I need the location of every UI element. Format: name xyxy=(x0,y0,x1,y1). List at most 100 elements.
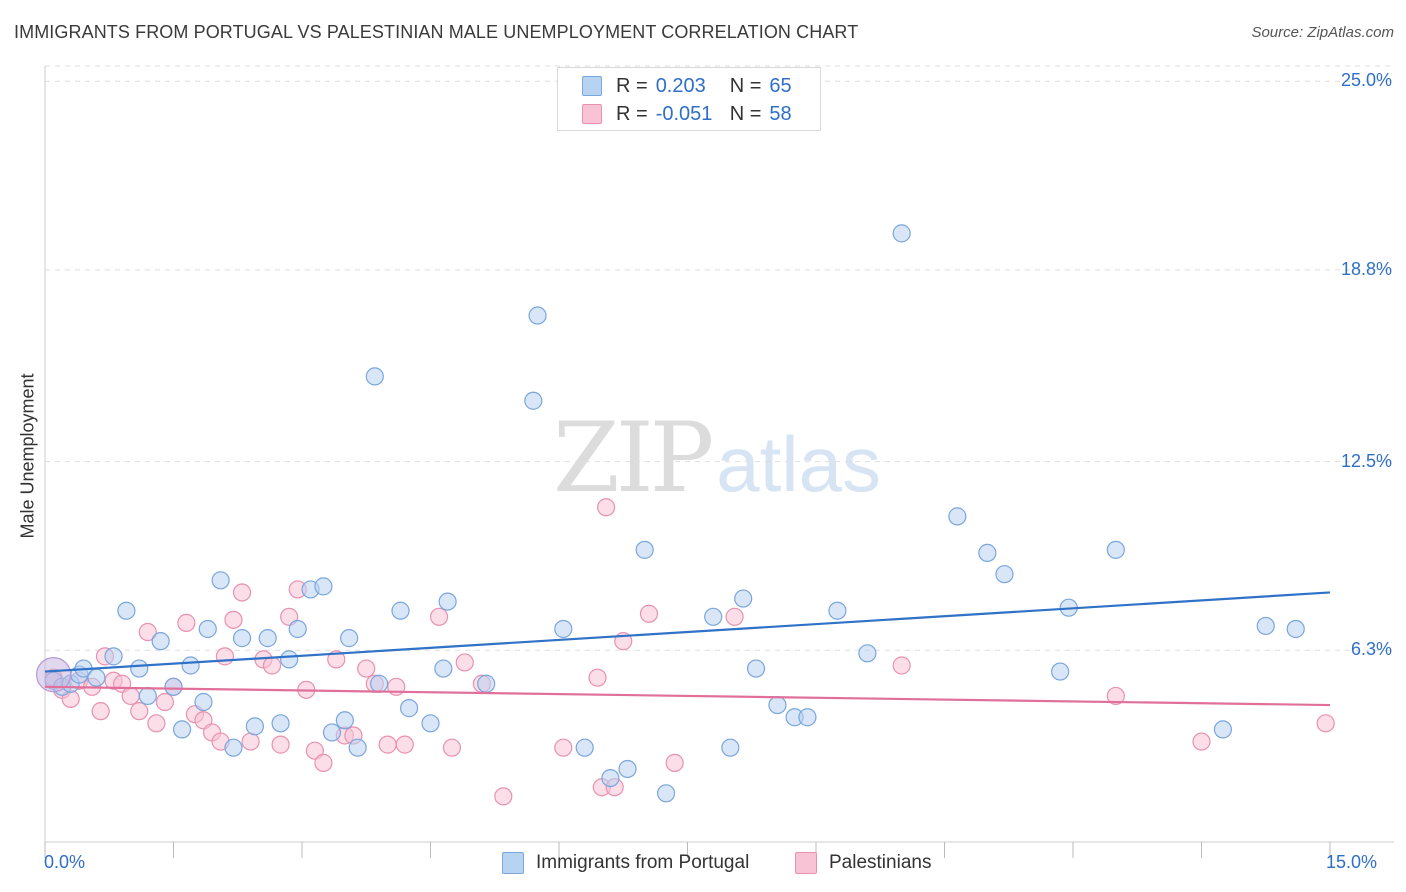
palestinians-point xyxy=(639,604,659,623)
portugal-point xyxy=(348,738,367,757)
portugal-point xyxy=(232,629,252,648)
portugal-point xyxy=(524,391,543,410)
palestinians-points xyxy=(44,498,1335,806)
portugal-point xyxy=(892,224,911,243)
palestinians-point xyxy=(554,738,573,757)
portugal-point xyxy=(224,738,243,757)
portugal-point xyxy=(1286,619,1305,639)
legend-n-value: 65 xyxy=(769,74,792,97)
palestinians-point xyxy=(455,653,474,672)
portugal-point xyxy=(554,619,573,639)
portugal-point xyxy=(288,619,307,639)
palestinians-point xyxy=(327,650,346,669)
portugal-point xyxy=(164,677,183,696)
legend-r-label: R = xyxy=(616,102,648,125)
y-tick-label: 18.8% xyxy=(1340,258,1392,279)
palestinians-point xyxy=(494,787,513,806)
palestinians-point xyxy=(588,668,607,687)
portugal-point xyxy=(1256,616,1275,636)
portugal-point xyxy=(198,619,217,639)
portugal-point xyxy=(575,738,594,757)
portugal-point xyxy=(335,711,354,730)
palestinians-point xyxy=(314,753,333,772)
chart-title: IMMIGRANTS FROM PORTUGAL VS PALESTINIAN … xyxy=(14,22,859,42)
palestinians-point xyxy=(429,607,449,626)
legend-r-label: R = xyxy=(616,74,648,97)
portugal-point xyxy=(365,367,384,386)
palestinians-point xyxy=(130,702,149,721)
portugal-point xyxy=(858,644,877,663)
portugal-point xyxy=(245,717,264,736)
portugal-point xyxy=(618,759,637,779)
palestinians-point xyxy=(892,656,911,675)
palestinians-point xyxy=(121,686,140,706)
portugal-point xyxy=(117,601,136,620)
y-tick-label: 12.5% xyxy=(1340,450,1392,471)
legend-n-label: N = xyxy=(729,74,762,97)
portugal-point xyxy=(421,714,440,733)
portugal-point xyxy=(258,629,277,648)
portugal-points xyxy=(35,224,1305,803)
palestinians-point xyxy=(138,622,157,642)
portugal-point xyxy=(798,708,817,727)
bottom-legend-swatch-palestinians xyxy=(795,852,817,874)
palestinians-point xyxy=(597,498,616,517)
palestinians-point xyxy=(155,692,175,712)
portugal-point xyxy=(1051,662,1070,681)
palestinians-trend-line xyxy=(44,685,1331,707)
portugal-point xyxy=(635,540,654,559)
palestinians-point xyxy=(91,702,110,721)
portugal-point xyxy=(391,601,410,620)
portugal-point xyxy=(104,647,123,666)
palestinians-point xyxy=(395,735,414,754)
portugal-point xyxy=(314,577,333,596)
palestinians-point xyxy=(215,647,234,666)
portugal-point xyxy=(528,306,547,325)
palestinians-point xyxy=(224,610,243,629)
portugal-point xyxy=(734,589,753,608)
palestinians-point xyxy=(725,607,744,626)
portugal-point xyxy=(438,592,457,611)
palestinians-point xyxy=(1192,732,1211,751)
legend-row-portugal: R = 0.203 N = 65 xyxy=(582,73,792,99)
portugal-point xyxy=(138,686,157,706)
portugal-point xyxy=(151,632,170,651)
bottom-legend-swatch-portugal xyxy=(502,852,524,874)
portugal-point xyxy=(768,695,787,715)
palestinians-point xyxy=(357,659,376,678)
axes xyxy=(44,66,1394,858)
legend-row-palestinians: R = -0.051 N = 58 xyxy=(582,101,792,127)
bottom-legend-portugal: Immigrants from Portugal xyxy=(502,852,749,874)
portugal-point xyxy=(434,659,453,678)
correlation-legend: R = 0.203 N = 65 R = -0.051 N = 58 xyxy=(557,67,821,131)
palestinians-point xyxy=(147,714,166,733)
portugal-point xyxy=(211,571,230,590)
portugal-point xyxy=(340,629,359,648)
portugal-point xyxy=(704,607,723,626)
portugal-point xyxy=(322,723,342,742)
portugal-point xyxy=(87,668,106,687)
palestinians-point xyxy=(665,753,684,772)
legend-swatch-palestinians xyxy=(582,104,602,124)
palestinians-point xyxy=(271,735,290,754)
palestinians-point xyxy=(241,732,260,751)
portugal-point xyxy=(477,674,496,693)
portugal-point xyxy=(370,674,389,693)
portugal-point xyxy=(601,768,620,788)
legend-swatch-portugal xyxy=(582,76,602,96)
palestinians-point xyxy=(378,735,397,754)
portugal-point xyxy=(181,656,200,675)
palestinians-point xyxy=(177,613,196,632)
overlap-cluster-point xyxy=(35,657,72,693)
bottom-legend-palestinians: Palestinians xyxy=(795,852,931,874)
portugal-point xyxy=(399,699,419,718)
portugal-point xyxy=(828,601,847,620)
gridlines xyxy=(45,65,1394,651)
x-tick-label-min: 0.0% xyxy=(44,852,86,872)
portugal-point xyxy=(172,720,192,739)
y-tick-label: 6.3% xyxy=(1350,639,1392,660)
portugal-point xyxy=(995,565,1014,584)
portugal-point xyxy=(721,738,740,757)
palestinians-point xyxy=(442,738,462,757)
